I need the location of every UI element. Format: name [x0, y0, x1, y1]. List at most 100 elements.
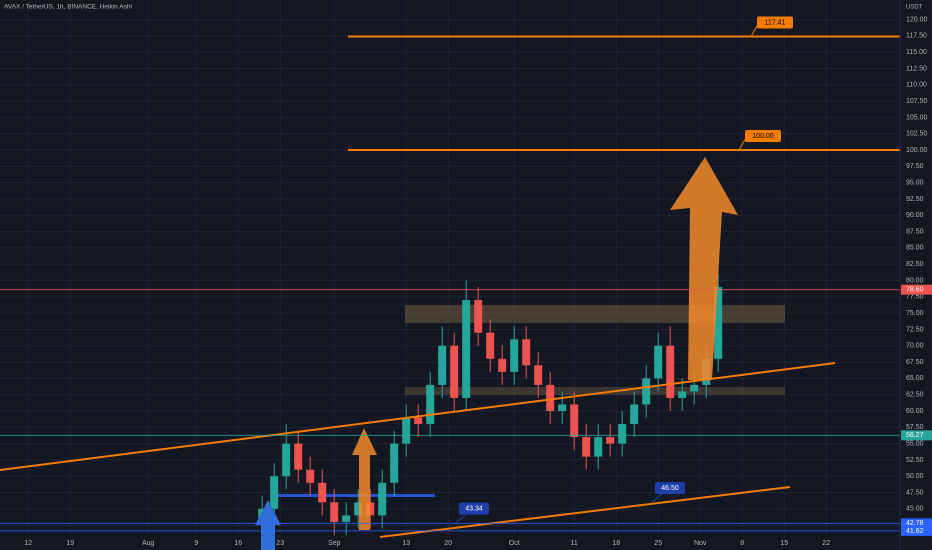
price-tag-label: 56.27	[906, 432, 924, 439]
y-tick-label: 70.00	[906, 343, 924, 350]
price-tag-label: 41.62	[906, 528, 924, 535]
blue-range	[270, 494, 435, 497]
symbol-title: AVAX / TetherUS, 1h, BINANCE, Heikin Ash…	[4, 4, 132, 11]
candle-body	[270, 476, 279, 509]
x-tick-label: 18	[612, 540, 620, 547]
x-tick-label: 23	[276, 540, 284, 547]
candle-body	[666, 345, 675, 398]
x-tick-label: Oct	[509, 540, 520, 547]
candle-body	[462, 300, 471, 398]
candle-body	[570, 404, 579, 438]
candle-body	[654, 345, 663, 379]
candle-body	[342, 515, 351, 522]
level-callout	[757, 16, 793, 29]
y-tick-label: 87.50	[906, 228, 924, 235]
y-tick-label: 60.00	[906, 408, 924, 415]
x-tick-label: 22	[822, 540, 830, 547]
y-tick-label: 57.50	[906, 424, 924, 431]
candle-body	[618, 424, 627, 444]
x-tick-label: 8	[740, 540, 744, 547]
candle-body	[318, 482, 327, 503]
x-tick-label: Nov	[694, 540, 707, 547]
y-tick-label: 120.00	[906, 16, 928, 23]
axis-labels: 42.5045.0047.5050.0052.5055.0057.5060.00…	[901, 16, 932, 536]
price-axis	[900, 0, 932, 550]
candle-body	[606, 437, 615, 444]
candle-body	[414, 417, 423, 425]
candle-body	[642, 378, 651, 405]
x-tick-label: 9	[194, 540, 198, 547]
y-tick-label: 117.50	[906, 33, 927, 40]
candle-body	[438, 345, 447, 385]
level-callout-label: 117.41	[765, 19, 786, 26]
candle-body	[678, 391, 687, 398]
y-tick-label: 105.00	[906, 114, 928, 121]
y-tick-label: 82.50	[906, 261, 924, 268]
candle-body	[546, 384, 555, 411]
y-tick-label: 92.50	[906, 196, 924, 203]
y-tick-label: 80.00	[906, 277, 924, 284]
note-label: 43.34	[465, 506, 483, 513]
note-box	[459, 502, 489, 515]
candle-body	[510, 339, 519, 372]
candle-body	[294, 443, 303, 470]
y-tick-label: 47.50	[906, 489, 924, 496]
y-tick-label: 95.00	[906, 180, 924, 187]
x-tick-label: Aug	[142, 540, 155, 547]
note-pointer	[651, 493, 663, 503]
trend-line	[379, 486, 791, 538]
y-tick-label: 115.00	[906, 49, 927, 56]
x-tick-label: 19	[66, 540, 74, 547]
candle-body	[498, 358, 507, 372]
x-tick-label: 12	[24, 540, 32, 547]
candle-body	[522, 339, 531, 366]
level-callout	[745, 130, 781, 143]
grid	[0, 0, 900, 536]
y-tick-label: 102.50	[906, 131, 928, 138]
candle-body	[282, 443, 291, 477]
candle-body	[402, 417, 411, 444]
candle-body	[330, 502, 339, 522]
y-tick-label: 45.00	[906, 506, 924, 513]
x-tick-label: 20	[444, 540, 452, 547]
price-tag	[901, 430, 932, 441]
y-tick-label: 50.00	[906, 473, 924, 480]
note-label: 46.50	[661, 485, 679, 492]
y-tick-label: 77.50	[906, 294, 924, 301]
level-callout-label: 100.00	[752, 133, 774, 140]
y-tick-label: 112.50	[906, 65, 927, 72]
candle-body	[378, 482, 387, 516]
candle-body	[354, 502, 363, 516]
candle-body	[486, 332, 495, 359]
candle-body	[714, 287, 723, 359]
y-tick-label: 55.00	[906, 440, 924, 447]
y-tick-label: 75.00	[906, 310, 924, 317]
candle-body	[594, 437, 603, 457]
price-tag	[901, 525, 932, 536]
candle-body	[366, 502, 375, 516]
resistance-zone	[405, 305, 785, 323]
candle-body	[426, 384, 435, 425]
candle-body	[690, 384, 699, 392]
levels: 117.41 100.00 46.50 43.34	[0, 16, 900, 532]
candle-body	[450, 345, 459, 398]
x-tick-label: Sep	[328, 540, 341, 547]
y-tick-label: 72.50	[906, 326, 924, 333]
price-tag-label: 42.78	[906, 520, 924, 527]
candle-body	[474, 300, 483, 333]
y-tick-label: 100.00	[906, 147, 928, 154]
note-box	[655, 482, 685, 495]
y-tick-label: 97.50	[906, 163, 924, 170]
x-tick-label: 25	[654, 540, 662, 547]
arrow-orange-big	[670, 157, 738, 380]
y-tick-label: 62.50	[906, 392, 924, 399]
x-tick-label: 11	[571, 540, 578, 547]
y-tick-label: 52.50	[906, 457, 924, 464]
arrow-orange-small	[352, 428, 377, 530]
candle-body	[582, 437, 591, 457]
x-tick-label: 15	[780, 540, 788, 547]
x-tick-label: 16	[234, 540, 242, 547]
y-tick-label: 85.00	[906, 245, 924, 252]
